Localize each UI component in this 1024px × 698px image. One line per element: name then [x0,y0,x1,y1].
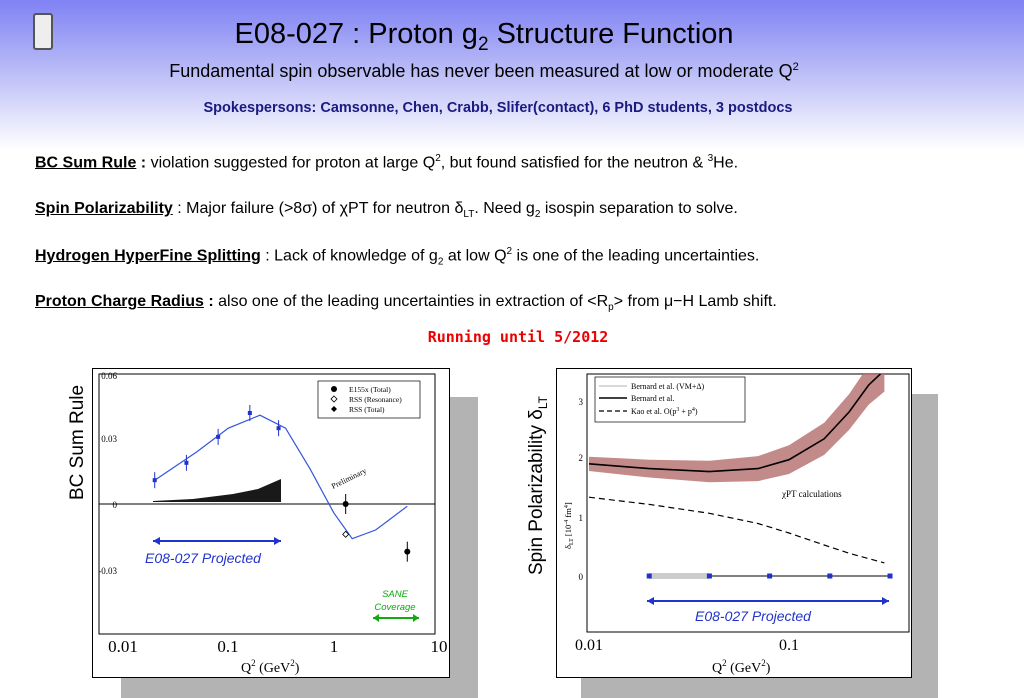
left-xtick-2: 1 [330,637,339,656]
right-inner-ylabel: δLT [10-4 fm4] [563,502,575,549]
sane-label-2: Coverage [374,602,415,613]
left-legend-2: RSS (Total) [349,405,385,414]
left-curve [154,414,408,540]
item-bc-sum-rule: BC Sum Rule : violation suggested for pr… [35,153,739,172]
right-chart-panel: 3 2 1 0 0.01 0.1 Q2 (GeV2) δLT [10-4 fm4… [556,368,912,678]
left-projected-point [184,460,189,465]
right-projected-arrowhead-l [647,597,654,605]
right-projected-arrowhead-r [882,597,889,605]
left-ytick-3: -0.03 [98,566,117,576]
left-preliminary-label: Preliminary [330,466,368,491]
right-legend-2: Kao et al. O(p3 + p4) [631,407,698,416]
right-xtick-0: 0.01 [575,637,603,654]
right-projected-label: E08-027 Projected [695,608,812,624]
right-ytick-3: 0 [579,572,584,582]
right-legend-box [594,376,746,423]
right-annotation: χPT calculations [781,489,842,499]
left-projected-point [152,478,157,483]
left-e155x-point [404,548,411,555]
right-projected-point [827,573,833,579]
sane-arrowhead-l [373,614,379,622]
right-projected-point [887,573,893,579]
right-chart-svg: 3 2 1 0 0.01 0.1 Q2 (GeV2) δLT [10-4 fm4… [563,373,910,676]
right-projected-point [767,573,773,579]
left-projected-label: E08-027 Projected [145,550,262,566]
left-e155x-point [342,501,349,507]
right-ytick-2: 1 [579,513,584,523]
left-projected-point [276,426,281,431]
left-projected-arrowhead-r [274,537,281,545]
right-legend-1: Bernard et al. [631,394,674,403]
left-chart-marks [152,405,411,562]
right-bernard-line [588,374,882,473]
left-chart-svg: 0.06 0.03 0 -0.03 0.01 0.1 1 10 Q2 (GeV2… [98,371,448,676]
left-chart-panel: 0.06 0.03 0 -0.03 0.01 0.1 1 10 Q2 (GeV2… [92,368,450,678]
page-subtitle: Fundamental spin observable has never be… [169,61,799,81]
item-spin-polarizability: Spin Polarizability : Major failure (>8σ… [35,200,738,221]
spokespersons: Spokespersons: Camsonne, Chen, Crabb, Sl… [203,100,793,116]
left-xtick-3: 10 [431,637,448,656]
left-xtick-0: 0.01 [108,637,138,656]
left-legend-marker-2 [331,406,337,412]
sane-label-1: SANE [382,589,409,600]
left-legend-0: E155x (Total) [349,385,391,394]
right-legend-0: Bernard et al. (VM+Δ) [631,382,705,391]
left-projected-point [216,434,221,439]
left-ytick-0: 0.06 [101,371,117,381]
right-projected-point [646,573,652,579]
item-hyperfine-splitting: Hydrogen HyperFine Splitting : Lack of k… [35,246,760,268]
right-chart-marks [588,374,893,579]
page-title: E08-027 : Proton g2 Structure Function [234,18,734,55]
item-proton-charge-radius: Proton Charge Radius : also one of the l… [35,293,777,314]
left-preliminary-band [153,479,281,502]
left-chart-ylabel: BC Sum Rule [67,384,88,500]
right-ytick-1: 2 [579,453,584,463]
left-xtick-1: 0.1 [217,637,238,656]
left-legend-marker-0 [331,386,337,392]
right-projected-band [649,573,710,579]
right-error-band [589,374,885,483]
right-projected-point [706,573,712,579]
sane-arrowhead-r [413,614,419,622]
left-rss-point [342,530,350,538]
left-projected-arrowhead-l [153,537,160,545]
right-ytick-0: 3 [579,397,584,407]
left-legend-marker-1 [330,395,338,403]
right-kao-line [588,496,885,564]
right-chart-ylabel: Spin Polarizability δLT [526,396,550,575]
right-xtick-1: 0.1 [779,637,799,654]
left-legend-1: RSS (Resonance) [349,395,402,404]
right-clip-group [588,374,885,564]
right-plot-frame [586,373,910,633]
left-ytick-2: 0 [113,500,118,510]
left-ytick-1: 0.03 [101,434,117,444]
corner-box-icon [33,13,53,50]
left-projected-point [247,411,252,415]
left-xlabel: Q2 (GeV2) [241,658,300,676]
right-xlabel: Q2 (GeV2) [712,658,771,676]
running-status: Running until 5/2012 [427,328,609,346]
